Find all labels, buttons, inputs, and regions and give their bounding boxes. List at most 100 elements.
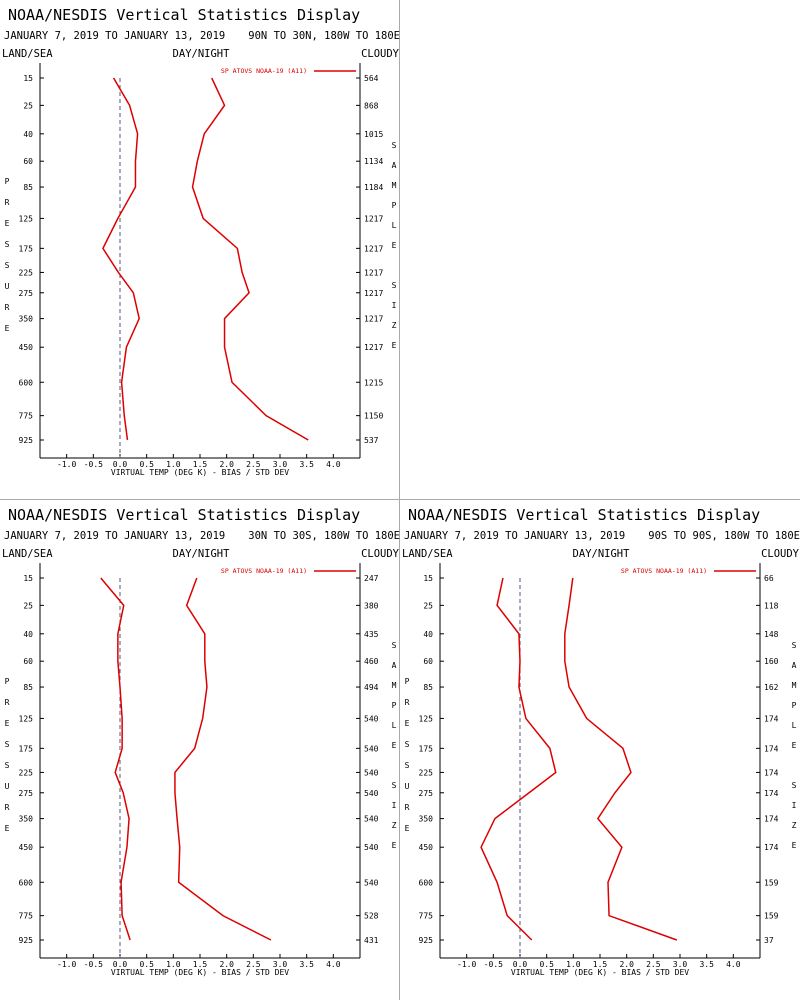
sample-size: 174	[764, 744, 779, 753]
x-tick-label: -1.0	[457, 960, 476, 969]
y-tick-label: 175	[19, 244, 34, 253]
sample-size: 868	[364, 101, 379, 110]
y-tick-label: 450	[19, 343, 34, 352]
x-tick-label: 0.5	[539, 960, 554, 969]
chart-title: NOAA/NESDIS Vertical Statistics Display	[8, 6, 360, 24]
sample-size: 1217	[364, 244, 383, 253]
x-tick-label: 4.0	[726, 960, 741, 969]
y-tick-label: 775	[19, 412, 34, 421]
sample-size: 174	[764, 815, 779, 824]
sample-size: 1150	[364, 412, 383, 421]
y-tick-label: 175	[19, 744, 34, 753]
sample-size: 1184	[364, 183, 383, 192]
x-tick-label: 4.0	[326, 960, 341, 969]
subtitle: JANUARY 7, 2019 TO JANUARY 13, 2019	[404, 530, 625, 542]
sample-size: 564	[364, 74, 379, 83]
y-tick-label: 25	[23, 101, 33, 110]
region: 30N TO 30S, 180W TO 180E	[248, 530, 400, 542]
y-tick-label: 275	[419, 789, 434, 798]
sample-size: 540	[364, 815, 379, 824]
y-tick-label: 60	[23, 657, 33, 666]
subtitle: JANUARY 7, 2019 TO JANUARY 13, 2019	[4, 30, 225, 42]
sample-size: 528	[364, 912, 379, 921]
x-tick-label: -0.5	[484, 960, 503, 969]
sample-size: 118	[764, 601, 779, 610]
sample-size: 174	[764, 843, 779, 852]
y-tick-label: 450	[419, 843, 434, 852]
y-tick-label: 40	[23, 630, 33, 639]
x-axis-label: VIRTUAL TEMP (DEG K) - BIAS / STD DEV	[111, 468, 289, 477]
cloudy: CLOUDY	[761, 548, 800, 560]
sample-size: 540	[364, 714, 379, 723]
separator	[399, 0, 400, 1000]
sample-size: 460	[364, 657, 379, 666]
std-dev-line	[191, 77, 309, 441]
sample-size: 148	[764, 630, 779, 639]
day-night: DAY/NIGHT	[173, 548, 231, 560]
sample-size: 160	[764, 657, 779, 666]
chart-panel: NOAA/NESDIS Vertical Statistics Display J…	[2, 6, 400, 477]
y-tick-label: 775	[419, 912, 434, 921]
sample-size: 1217	[364, 315, 383, 324]
sample-size: 537	[364, 436, 379, 445]
y-tick-label: 85	[23, 683, 33, 692]
y-tick-label: 125	[19, 714, 34, 723]
x-tick-label: 2.5	[246, 960, 261, 969]
y-tick-label: 60	[23, 157, 33, 166]
y-tick-label: 225	[19, 768, 34, 777]
sample-size: 431	[364, 936, 379, 945]
y-tick-label: 225	[19, 268, 34, 277]
legend-label: SP ATOVS NOAA-19 (A11)	[221, 567, 307, 575]
land-sea: LAND/SEA	[2, 548, 53, 560]
y-tick-label: 600	[19, 878, 34, 887]
x-tick-label: 1.5	[593, 960, 608, 969]
y-tick-label: 40	[423, 630, 433, 639]
sample-size: 540	[364, 878, 379, 887]
std-dev-line	[174, 577, 272, 941]
x-tick-label: 2.0	[619, 960, 634, 969]
y-tick-label: 600	[419, 878, 434, 887]
y-tick-label: 275	[19, 789, 34, 798]
x-tick-label: 3.0	[273, 960, 288, 969]
sample-size: 1215	[364, 378, 383, 387]
y-tick-label: 40	[23, 130, 33, 139]
y-tick-label: 775	[19, 912, 34, 921]
x-tick-label: 2.0	[219, 960, 234, 969]
subtitle: JANUARY 7, 2019 TO JANUARY 13, 2019	[4, 530, 225, 542]
y-tick-label: 275	[19, 289, 34, 298]
chart-title: NOAA/NESDIS Vertical Statistics Display	[8, 506, 360, 524]
region: 90S TO 90S, 180W TO 180E	[648, 530, 800, 542]
x-tick-label: 4.0	[326, 460, 341, 469]
sample-size: 174	[764, 768, 779, 777]
y-tick-label: 15	[423, 574, 433, 583]
y-tick-label: 925	[19, 936, 34, 945]
bias-line	[100, 577, 131, 941]
x-tick-label: 2.0	[219, 460, 234, 469]
x-tick-label: 0.0	[113, 960, 128, 969]
day-night: DAY/NIGHT	[173, 48, 231, 60]
x-tick-label: 2.5	[246, 460, 261, 469]
x-tick-label: 1.0	[166, 960, 181, 969]
region: 90N TO 30N, 180W TO 180E	[248, 30, 400, 42]
x-axis-label: VIRTUAL TEMP (DEG K) - BIAS / STD DEV	[111, 968, 289, 977]
bias-line	[480, 577, 557, 941]
y-tick-label: 85	[423, 683, 433, 692]
sample-size: 66	[764, 574, 774, 583]
x-tick-label: 1.5	[193, 460, 208, 469]
x-tick-label: 3.0	[273, 460, 288, 469]
chart-title: NOAA/NESDIS Vertical Statistics Display	[408, 506, 760, 524]
sample-size: 1217	[364, 343, 383, 352]
y-tick-label: 925	[419, 936, 434, 945]
land-sea: LAND/SEA	[402, 548, 453, 560]
y-tick-label: 60	[423, 657, 433, 666]
x-tick-label: 2.5	[646, 960, 661, 969]
sample-size: 174	[764, 789, 779, 798]
x-tick-label: -1.0	[57, 460, 76, 469]
y-tick-label: 350	[19, 315, 34, 324]
sample-size: 435	[364, 630, 379, 639]
